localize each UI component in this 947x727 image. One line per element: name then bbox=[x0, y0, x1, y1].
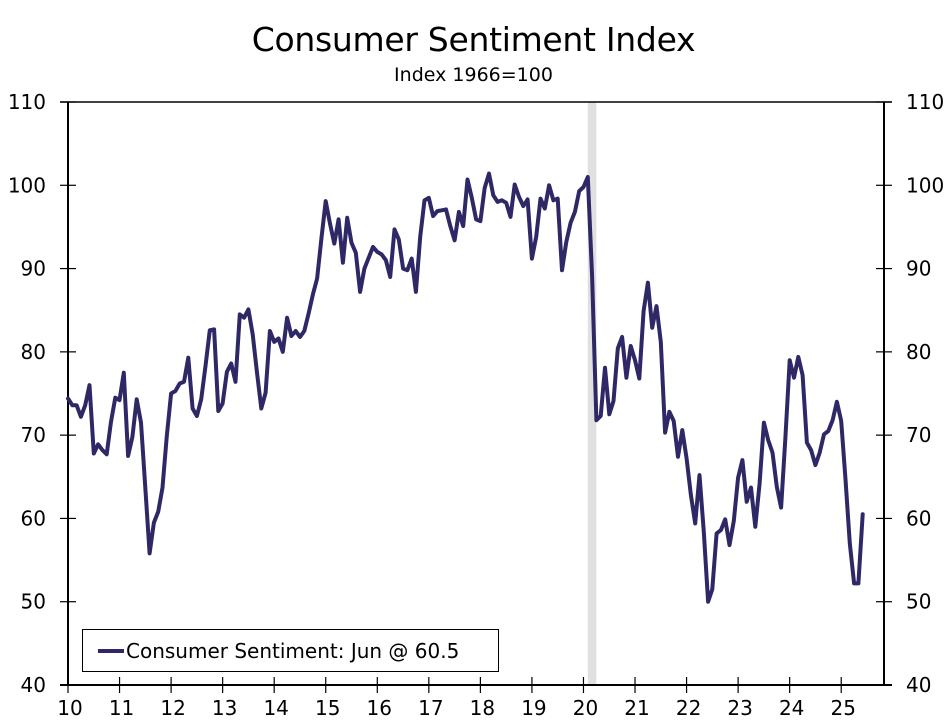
left-y-tick-label: 100 bbox=[8, 173, 46, 197]
right-y-tick-label: 50 bbox=[906, 590, 931, 614]
x-tick-label: 12 bbox=[160, 696, 185, 720]
chart-title: Consumer Sentiment Index bbox=[251, 20, 696, 59]
right-y-tick-label: 110 bbox=[906, 90, 944, 114]
right-y-tick-label: 40 bbox=[906, 673, 931, 697]
recession-shading bbox=[587, 102, 597, 685]
x-tick-label: 15 bbox=[315, 696, 340, 720]
x-tick-label: 18 bbox=[470, 696, 495, 720]
left-y-tick-label: 40 bbox=[21, 673, 46, 697]
legend-label: Consumer Sentiment: Jun @ 60.5 bbox=[126, 638, 460, 663]
left-y-tick-label: 50 bbox=[21, 590, 46, 614]
x-tick-label: 21 bbox=[624, 696, 649, 720]
left-y-tick-label: 80 bbox=[21, 340, 46, 364]
right-y-tick-label: 100 bbox=[906, 173, 944, 197]
right-y-tick-label: 80 bbox=[906, 340, 931, 364]
left-y-tick-label: 70 bbox=[21, 423, 46, 447]
right-y-tick-label: 70 bbox=[906, 423, 931, 447]
chart-subtitle: Index 1966=100 bbox=[394, 64, 553, 86]
left-y-tick-label: 90 bbox=[21, 257, 46, 281]
left-y-tick-label: 110 bbox=[8, 90, 46, 114]
right-y-tick-label: 60 bbox=[906, 506, 931, 530]
x-tick-label: 10 bbox=[57, 696, 82, 720]
legend-swatch bbox=[98, 648, 124, 653]
series-line-consumer-sentiment bbox=[66, 171, 865, 604]
x-tick-label: 11 bbox=[109, 696, 134, 720]
left-y-tick-label: 60 bbox=[21, 506, 46, 530]
x-tick-label: 19 bbox=[521, 696, 546, 720]
x-tick-label: 17 bbox=[418, 696, 443, 720]
x-tick-label: 25 bbox=[830, 696, 855, 720]
x-tick-label: 23 bbox=[727, 696, 752, 720]
right-y-tick-label: 90 bbox=[906, 257, 931, 281]
x-tick-label: 13 bbox=[212, 696, 237, 720]
x-tick-label: 16 bbox=[367, 696, 392, 720]
x-tick-label: 22 bbox=[676, 696, 701, 720]
x-tick-label: 20 bbox=[573, 696, 598, 720]
x-tick-label: 24 bbox=[779, 696, 804, 720]
x-tick-label: 14 bbox=[263, 696, 288, 720]
legend: Consumer Sentiment: Jun @ 60.5 bbox=[82, 629, 499, 672]
